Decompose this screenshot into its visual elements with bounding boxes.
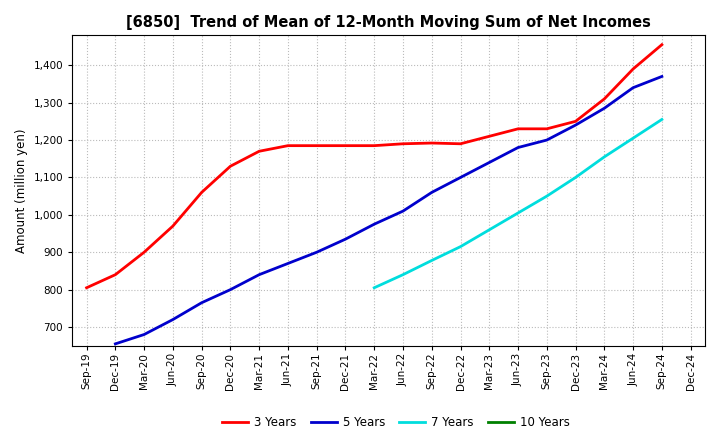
Y-axis label: Amount (million yen): Amount (million yen) (15, 128, 28, 253)
Legend: 3 Years, 5 Years, 7 Years, 10 Years: 3 Years, 5 Years, 7 Years, 10 Years (217, 412, 575, 434)
Title: [6850]  Trend of Mean of 12-Month Moving Sum of Net Incomes: [6850] Trend of Mean of 12-Month Moving … (126, 15, 651, 30)
